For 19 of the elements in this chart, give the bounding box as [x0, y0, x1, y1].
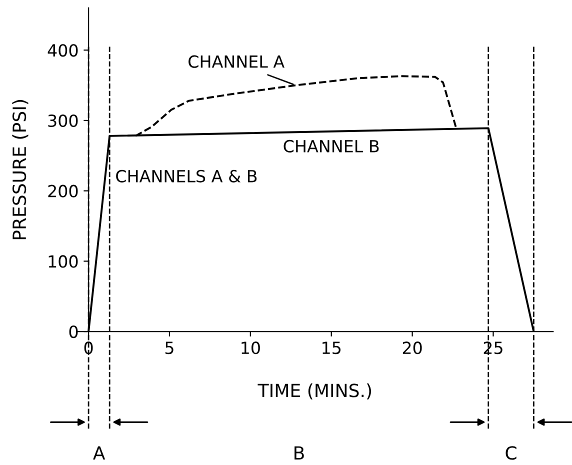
x-tick-label: 20 [402, 342, 422, 354]
y-tick-label: 0 [69, 326, 78, 338]
annotation: CHANNELS A & B [116, 170, 257, 182]
text: B [294, 446, 304, 460]
x-tick-label: 0 [84, 342, 93, 354]
x-tick-label: 10 [242, 342, 260, 354]
text: A [93, 446, 106, 460]
y-axis-title: PRESSURE (PSI) [12, 100, 28, 240]
y-tick-label: 200 [48, 184, 78, 198]
x-axis-title: TIME (MINS.) [258, 383, 372, 400]
x-tick-label: 25 [484, 342, 502, 354]
annotation: CHANNEL A [188, 55, 284, 68]
annotation: CHANNEL B [284, 140, 379, 152]
y-tick-label: 300 [48, 114, 78, 128]
y-tick-label: 400 [48, 44, 78, 57]
text: C [506, 446, 516, 460]
x-tick-label: 15 [322, 342, 341, 354]
y-tick-label: 100 [48, 255, 78, 268]
x-tick-label: 5 [165, 342, 174, 354]
